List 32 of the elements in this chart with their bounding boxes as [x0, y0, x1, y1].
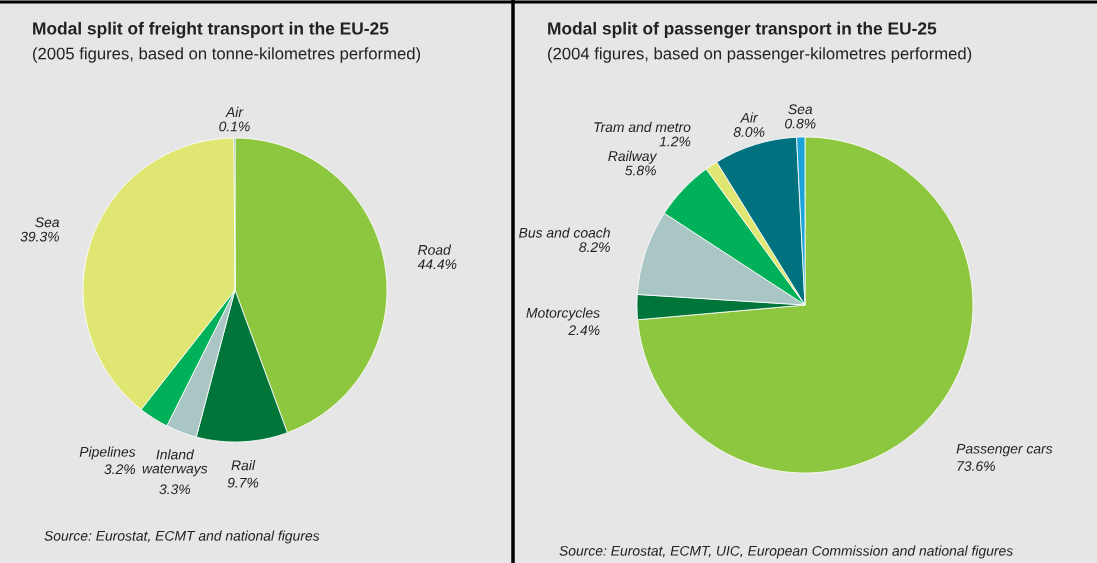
slice-label: Bus and coach: [519, 227, 610, 238]
chart-subtitle: (2005 figures, based on tonne-kilometres performed): [33, 47, 421, 63]
slice-label: Air: [225, 106, 244, 117]
slice-label: Sea: [788, 104, 813, 115]
chart-title: Modal split of passenger transport in the EU-25: [548, 21, 937, 39]
slice-label: Road: [418, 244, 452, 255]
slice-label: Passenger cars: [956, 443, 1053, 457]
data-label: 9.7%: [227, 477, 259, 488]
data-label: 73.6%: [957, 461, 995, 471]
chart-title: Modal split of freight transport in the EU-25: [33, 21, 389, 39]
source-note: Source: Eurostat, ECMT, UIC, European Commission and national figures: [559, 545, 1013, 559]
slice-label: Railway: [608, 150, 658, 164]
data-label: 0.1%: [219, 121, 250, 132]
data-label: 39.3%: [20, 231, 59, 242]
slice-label: Pipelines: [79, 446, 136, 460]
source-note: Source: Eurostat, ECMT and national figures: [44, 530, 320, 544]
data-label: 3.3%: [159, 484, 191, 495]
data-label: 0.8%: [785, 118, 816, 129]
slice-label: Inland waterways: [142, 449, 208, 477]
data-label: 8.2%: [579, 242, 610, 253]
slice-label: Motorcycles: [526, 307, 600, 321]
slice-label: Air: [739, 112, 759, 123]
data-label: 5.8%: [625, 165, 656, 176]
data-label: 3.2%: [104, 464, 136, 475]
chart-subtitle: (2004 figures, based on passenger-kilometres performed): [548, 47, 972, 63]
data-label: 2.4%: [568, 325, 600, 336]
slice-label: Sea: [35, 217, 60, 228]
data-label: 44.4%: [417, 259, 457, 270]
data-label: 8.0%: [733, 127, 765, 137]
slice-label: Tram and metro: [594, 121, 691, 133]
data-label: 1.2%: [659, 136, 691, 147]
slice-label: Rail: [231, 460, 256, 471]
